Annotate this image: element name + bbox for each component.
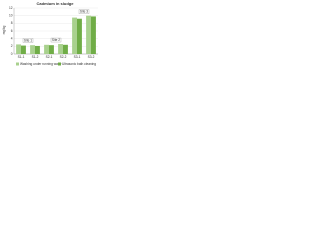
legend-label: Ultrasonic bath cleaning bbox=[62, 62, 96, 66]
x-tick-label: S2-1 bbox=[46, 55, 53, 59]
x-tick-label: S3-2 bbox=[88, 55, 95, 59]
annotation: Site 1 bbox=[24, 38, 32, 42]
y-tick-label: 6 bbox=[11, 29, 13, 33]
annotation-box bbox=[78, 9, 90, 14]
bar bbox=[77, 18, 82, 54]
y-tick-label: 12 bbox=[9, 6, 13, 10]
y-tick-label: 10 bbox=[9, 14, 13, 18]
legend-swatch bbox=[58, 62, 61, 66]
y-tick-label: 8 bbox=[11, 21, 13, 25]
legend-swatch bbox=[16, 62, 19, 66]
y-tick-label: 4 bbox=[11, 37, 13, 41]
annotation-box bbox=[50, 37, 62, 43]
annotation: Site 2 bbox=[52, 38, 60, 42]
legend-label: Washing under running water bbox=[20, 62, 62, 66]
annotation: Site 3 bbox=[80, 10, 88, 14]
x-tick-label: S1-1 bbox=[18, 55, 25, 59]
x-tick-label: S1-2 bbox=[32, 55, 39, 59]
bar bbox=[21, 45, 26, 54]
bar bbox=[16, 44, 21, 54]
chart-title: Cadmium in sludge bbox=[37, 1, 75, 6]
x-tick-label: S3-1 bbox=[74, 55, 81, 59]
bar bbox=[86, 15, 91, 54]
bar bbox=[72, 17, 77, 54]
bar bbox=[58, 44, 63, 54]
annotation-box bbox=[22, 38, 34, 43]
bar bbox=[91, 16, 96, 54]
bar bbox=[49, 45, 54, 54]
bar bbox=[35, 45, 40, 54]
bar bbox=[30, 45, 35, 54]
y-tick-label: 2 bbox=[11, 44, 13, 48]
page: {"chart_data": {"type": "bar", "title": … bbox=[0, 0, 320, 74]
bar bbox=[63, 44, 68, 54]
bar bbox=[44, 44, 49, 54]
chart: Cadmium in sludge mg/kg 0 2 4 6 8 10 12 S1-1 S1-… bbox=[0, 0, 100, 74]
y-tick-label: 0 bbox=[11, 52, 13, 56]
x-tick-label: S2-2 bbox=[60, 55, 67, 59]
y-axis-label: mg/kg bbox=[2, 25, 6, 34]
